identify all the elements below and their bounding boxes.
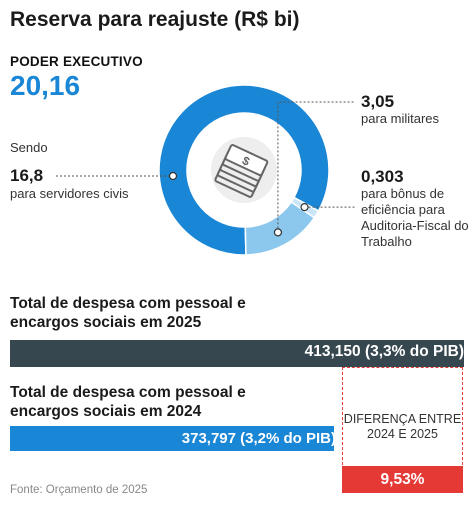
title-2024: Total de despesa com pessoal e encargos … xyxy=(10,384,246,420)
military-leader-dot xyxy=(273,228,283,237)
civil-leader-dot xyxy=(168,171,178,181)
slice-military xyxy=(244,201,316,256)
bar-2025 xyxy=(10,340,464,367)
bonus-label: para bônus de eficiência para Auditoria-… xyxy=(361,186,469,249)
bar-2024 xyxy=(10,426,334,451)
sendo-label: Sendo xyxy=(10,140,48,155)
military-label: para militares xyxy=(361,111,440,126)
difference-value: 9,53% xyxy=(342,466,463,493)
title-2025: Total de despesa com pessoal e encargos … xyxy=(10,295,246,331)
chart-title: Reserva para reajuste (R$ bi) xyxy=(10,8,300,31)
difference-label: DIFERENÇA ENTRE 2024 E 2025 xyxy=(343,412,462,441)
military-value: 3,05 xyxy=(361,92,395,111)
bar-2025-label: 413,150 (3,3% do PIB) xyxy=(304,343,464,360)
donut-chart: $ xyxy=(56,84,355,256)
label-leader-lines xyxy=(56,101,355,237)
executive-label: PODER EXECUTIVO xyxy=(10,54,143,69)
source-note: Fonte: Orçamento de 2025 xyxy=(10,484,148,496)
military-leader-line xyxy=(277,101,355,233)
money-stack-icon: $ xyxy=(211,137,277,203)
bonus-leader-dot xyxy=(300,203,309,212)
difference-dashed-box xyxy=(342,367,463,465)
bonus-value: 0,303 xyxy=(361,167,404,186)
bar-2024-label: 373,797 (3,2% do PIB) xyxy=(181,430,336,447)
executive-value: 20,16 xyxy=(10,70,81,101)
civil-servants-value: 16,8 xyxy=(10,166,44,185)
slice-civil-servants xyxy=(158,84,330,256)
civil-servants-label: para servidores civis xyxy=(10,186,129,201)
